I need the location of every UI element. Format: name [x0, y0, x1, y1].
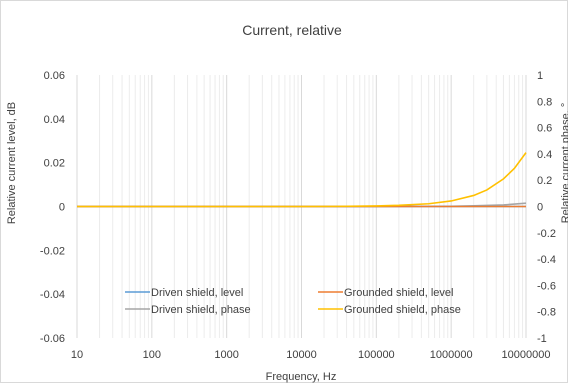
y-tick-label: 0.06	[44, 70, 65, 82]
y2-tick-label: -0.6	[537, 280, 556, 292]
y2-tick-label: 0.8	[537, 96, 552, 108]
y2-tick-label: -0.8	[537, 307, 556, 319]
x-tick-label: 100000	[358, 349, 395, 361]
y-tick-label: 0.02	[44, 158, 65, 170]
y-tick-label: -0.02	[40, 245, 65, 257]
y-tick-label: -0.04	[40, 289, 65, 301]
series-layer	[77, 152, 527, 208]
legend: Driven shield, level Grounded shield, lev…	[125, 287, 461, 316]
x-tick-label: 100	[143, 349, 161, 361]
legend-label-grounded-shield-level: Grounded shield, level	[344, 287, 453, 299]
y2-tick-label: 0.2	[537, 175, 552, 187]
y2-tick-label: 1	[537, 70, 543, 82]
legend-label-driven-shield-phase: Driven shield, phase	[151, 304, 251, 316]
x-tick-label: 10000000	[502, 349, 551, 361]
x-tick-label: 1000	[214, 349, 238, 361]
y2-tick-label: -1	[537, 333, 547, 345]
y2-tick-label: -0.2	[537, 228, 556, 240]
y2-tick-label: 0.4	[537, 149, 552, 161]
chart-title: Current, relative	[242, 22, 342, 38]
x-tick-label: 10000	[286, 349, 317, 361]
y2-tick-label: -0.4	[537, 254, 556, 266]
y2-tick-label: 0.6	[537, 123, 552, 135]
y2-axis-label: Relative current phase, °	[560, 103, 568, 224]
y-axis-label: Relative current level, dB	[6, 102, 18, 224]
y2-tick-label: 0	[537, 202, 543, 214]
x-tick-label: 10	[71, 349, 83, 361]
y-tick-label: 0.04	[44, 114, 65, 126]
legend-label-grounded-shield-phase: Grounded shield, phase	[344, 304, 461, 316]
x-axis-label: Frequency, Hz	[266, 371, 337, 383]
x-tick-label: 1000000	[430, 349, 473, 361]
y-tick-label: 0	[59, 202, 65, 214]
legend-label-driven-shield-level: Driven shield, level	[151, 287, 243, 299]
y-tick-label: -0.06	[40, 333, 65, 345]
series-line-grounded-shield-phase	[77, 152, 527, 208]
